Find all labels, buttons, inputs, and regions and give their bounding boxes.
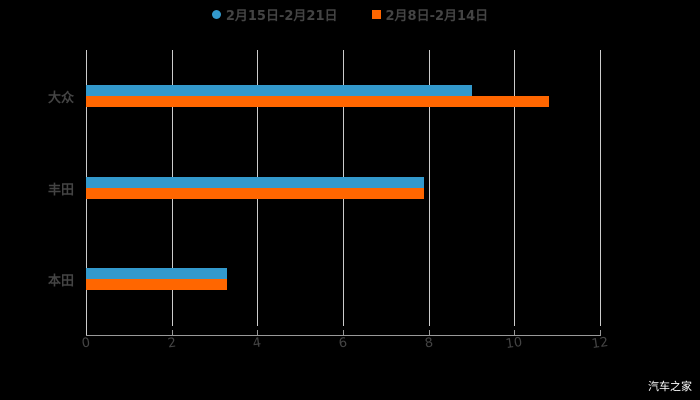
category-label: 丰田 xyxy=(48,183,75,198)
x-tick-label: 10 xyxy=(505,334,524,353)
x-tick-label: 6 xyxy=(337,335,349,352)
x-tick xyxy=(343,330,344,336)
bar-series1[interactable] xyxy=(86,85,472,96)
x-tick-label: 12 xyxy=(590,334,610,353)
bar-series1[interactable] xyxy=(86,268,228,279)
bar-series2[interactable] xyxy=(86,279,228,290)
bar-series1[interactable] xyxy=(86,177,425,188)
x-tick-label: 8 xyxy=(423,335,434,352)
x-tick xyxy=(428,330,430,336)
x-tick xyxy=(171,330,173,336)
legend-item-series2[interactable]: 2月8日-2月14日 xyxy=(371,4,489,24)
legend-marker-blue-icon xyxy=(211,9,221,19)
legend-label-series1: 2月15日-2月21日 xyxy=(225,8,338,24)
bar-series2[interactable] xyxy=(86,96,549,107)
x-tick xyxy=(600,330,601,336)
x-tick xyxy=(257,330,259,336)
category-label: 本田 xyxy=(48,274,75,289)
gridline xyxy=(600,50,601,326)
x-tick-label: 4 xyxy=(252,335,263,352)
legend-label-series2: 2月8日-2月14日 xyxy=(385,8,489,24)
x-tick-label: 0 xyxy=(80,335,92,352)
watermark: 汽车之家 xyxy=(648,380,692,393)
chart-legend: 2月15日-2月21日 2月8日-2月14日 xyxy=(0,4,700,24)
category-label: 大众 xyxy=(48,91,75,106)
x-axis-line xyxy=(86,335,600,336)
legend-item-series1[interactable]: 2月15日-2月21日 xyxy=(211,4,338,24)
x-tick xyxy=(514,330,516,336)
legend-marker-orange-icon xyxy=(371,9,381,19)
x-tick-label: 2 xyxy=(166,335,177,352)
bar-series2[interactable] xyxy=(86,188,425,199)
gridline xyxy=(428,50,430,326)
gridline xyxy=(514,50,516,326)
